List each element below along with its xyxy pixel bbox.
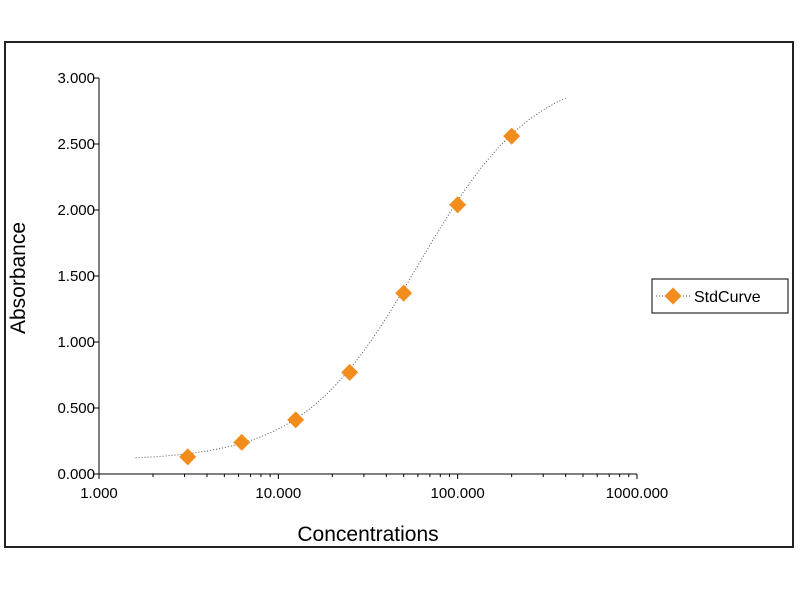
- y-tick-label: 2.000: [57, 202, 95, 219]
- x-tick-label: 1000.000: [606, 485, 669, 502]
- data-point: [449, 196, 467, 214]
- x-axis-title: Concentrations: [297, 523, 438, 546]
- x-tick-label: 1.000: [80, 485, 118, 502]
- x-tick-label: 10.000: [255, 485, 301, 502]
- data-point: [287, 411, 305, 429]
- y-tick-label: 0.500: [57, 400, 95, 417]
- y-tick-label: 1.000: [57, 334, 95, 351]
- y-tick-label: 0.000: [57, 466, 95, 483]
- fit-curve-line: [135, 97, 566, 459]
- legend-marker-diamond: [664, 287, 682, 305]
- y-tick-label: 3.000: [57, 70, 95, 87]
- data-point: [395, 284, 413, 302]
- fit-curve-layer: [135, 97, 566, 459]
- data-point: [233, 433, 251, 451]
- data-point: [179, 448, 197, 466]
- data-points-layer: [179, 127, 521, 466]
- y-axis-title: Absorbance: [7, 222, 30, 334]
- y-tick-label: 1.500: [57, 268, 95, 285]
- legend: StdCurve: [651, 278, 789, 314]
- legend-label: StdCurve: [694, 289, 761, 306]
- y-tick-label: 2.500: [57, 136, 95, 153]
- axes: 0.000 0.500 1.000 1.500 2.000 2.500 3.000 1.000…: [57, 70, 668, 502]
- data-point: [341, 363, 359, 381]
- x-tick-label: 100.000: [431, 485, 485, 502]
- data-point: [503, 127, 521, 145]
